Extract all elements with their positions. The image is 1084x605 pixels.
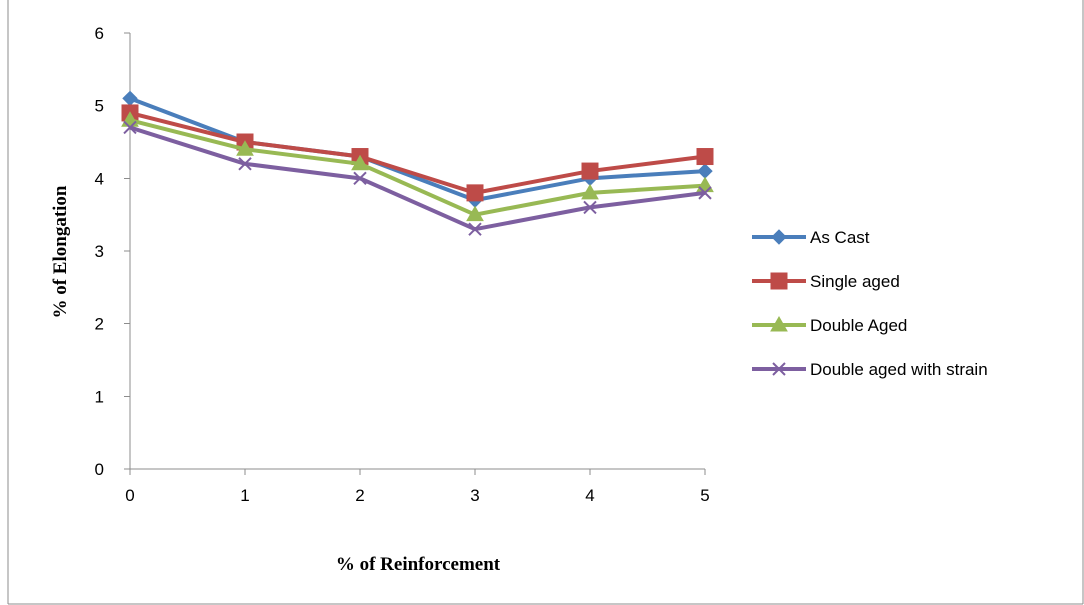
axes: 0 1 2 3 4 5 6 0 1 2 3 4 5 [95, 24, 710, 505]
x-tick-label: 4 [585, 486, 594, 505]
legend-label: Double Aged [810, 316, 907, 335]
data-point [581, 183, 599, 200]
data-point [122, 90, 138, 107]
y-tick-label: 4 [95, 169, 104, 188]
data-point [123, 120, 137, 135]
chart-border [7, 0, 1084, 605]
legend-label: As Cast [810, 228, 870, 247]
series-line [129, 125, 706, 232]
y-tick-label: 2 [95, 315, 104, 334]
data-point [697, 163, 713, 179]
data-point [583, 200, 597, 215]
data-point [351, 154, 369, 171]
legend-marker [770, 272, 788, 290]
x-tick-label: 5 [700, 486, 709, 505]
data-point [466, 205, 484, 222]
legend-marker [772, 362, 786, 376]
y-tick-label: 1 [95, 387, 104, 406]
legend: As Cast Single aged Double Aged Double aged… [752, 228, 988, 379]
data-point [581, 162, 599, 180]
y-tick-label: 6 [95, 24, 104, 43]
x-tick-label: 1 [240, 486, 249, 505]
x-tick-label: 3 [470, 486, 479, 505]
series-line [129, 118, 706, 217]
legend-item: Double aged with strain [752, 360, 988, 379]
data-point [698, 186, 712, 200]
y-tick-label: 5 [95, 97, 104, 116]
x-axis-title: % of Reinforcement [336, 554, 501, 575]
series-line [129, 96, 706, 203]
legend-marker [771, 229, 787, 245]
legend-item: Single aged [752, 272, 900, 291]
y-tick-label: 3 [95, 242, 104, 261]
data-point [238, 157, 252, 171]
legend-label: Double aged with strain [810, 360, 988, 379]
legend-marker [770, 315, 788, 332]
y-tick-label: 0 [95, 460, 104, 479]
series-double-aged [121, 111, 714, 222]
series-line [129, 110, 706, 195]
data-point [696, 148, 714, 166]
data-point [466, 184, 484, 202]
series-double-aged-with-strain [123, 120, 712, 236]
series-layer [121, 90, 714, 236]
data-point [353, 171, 367, 186]
data-point [468, 222, 482, 236]
legend-item: Double Aged [752, 315, 907, 335]
y-axis-title: % of Elongation [50, 185, 71, 318]
legend-item: As Cast [752, 228, 870, 247]
x-tick-label: 2 [355, 486, 364, 505]
x-tick-label: 0 [125, 486, 134, 505]
legend-label: Single aged [810, 272, 900, 291]
data-point [236, 140, 254, 156]
